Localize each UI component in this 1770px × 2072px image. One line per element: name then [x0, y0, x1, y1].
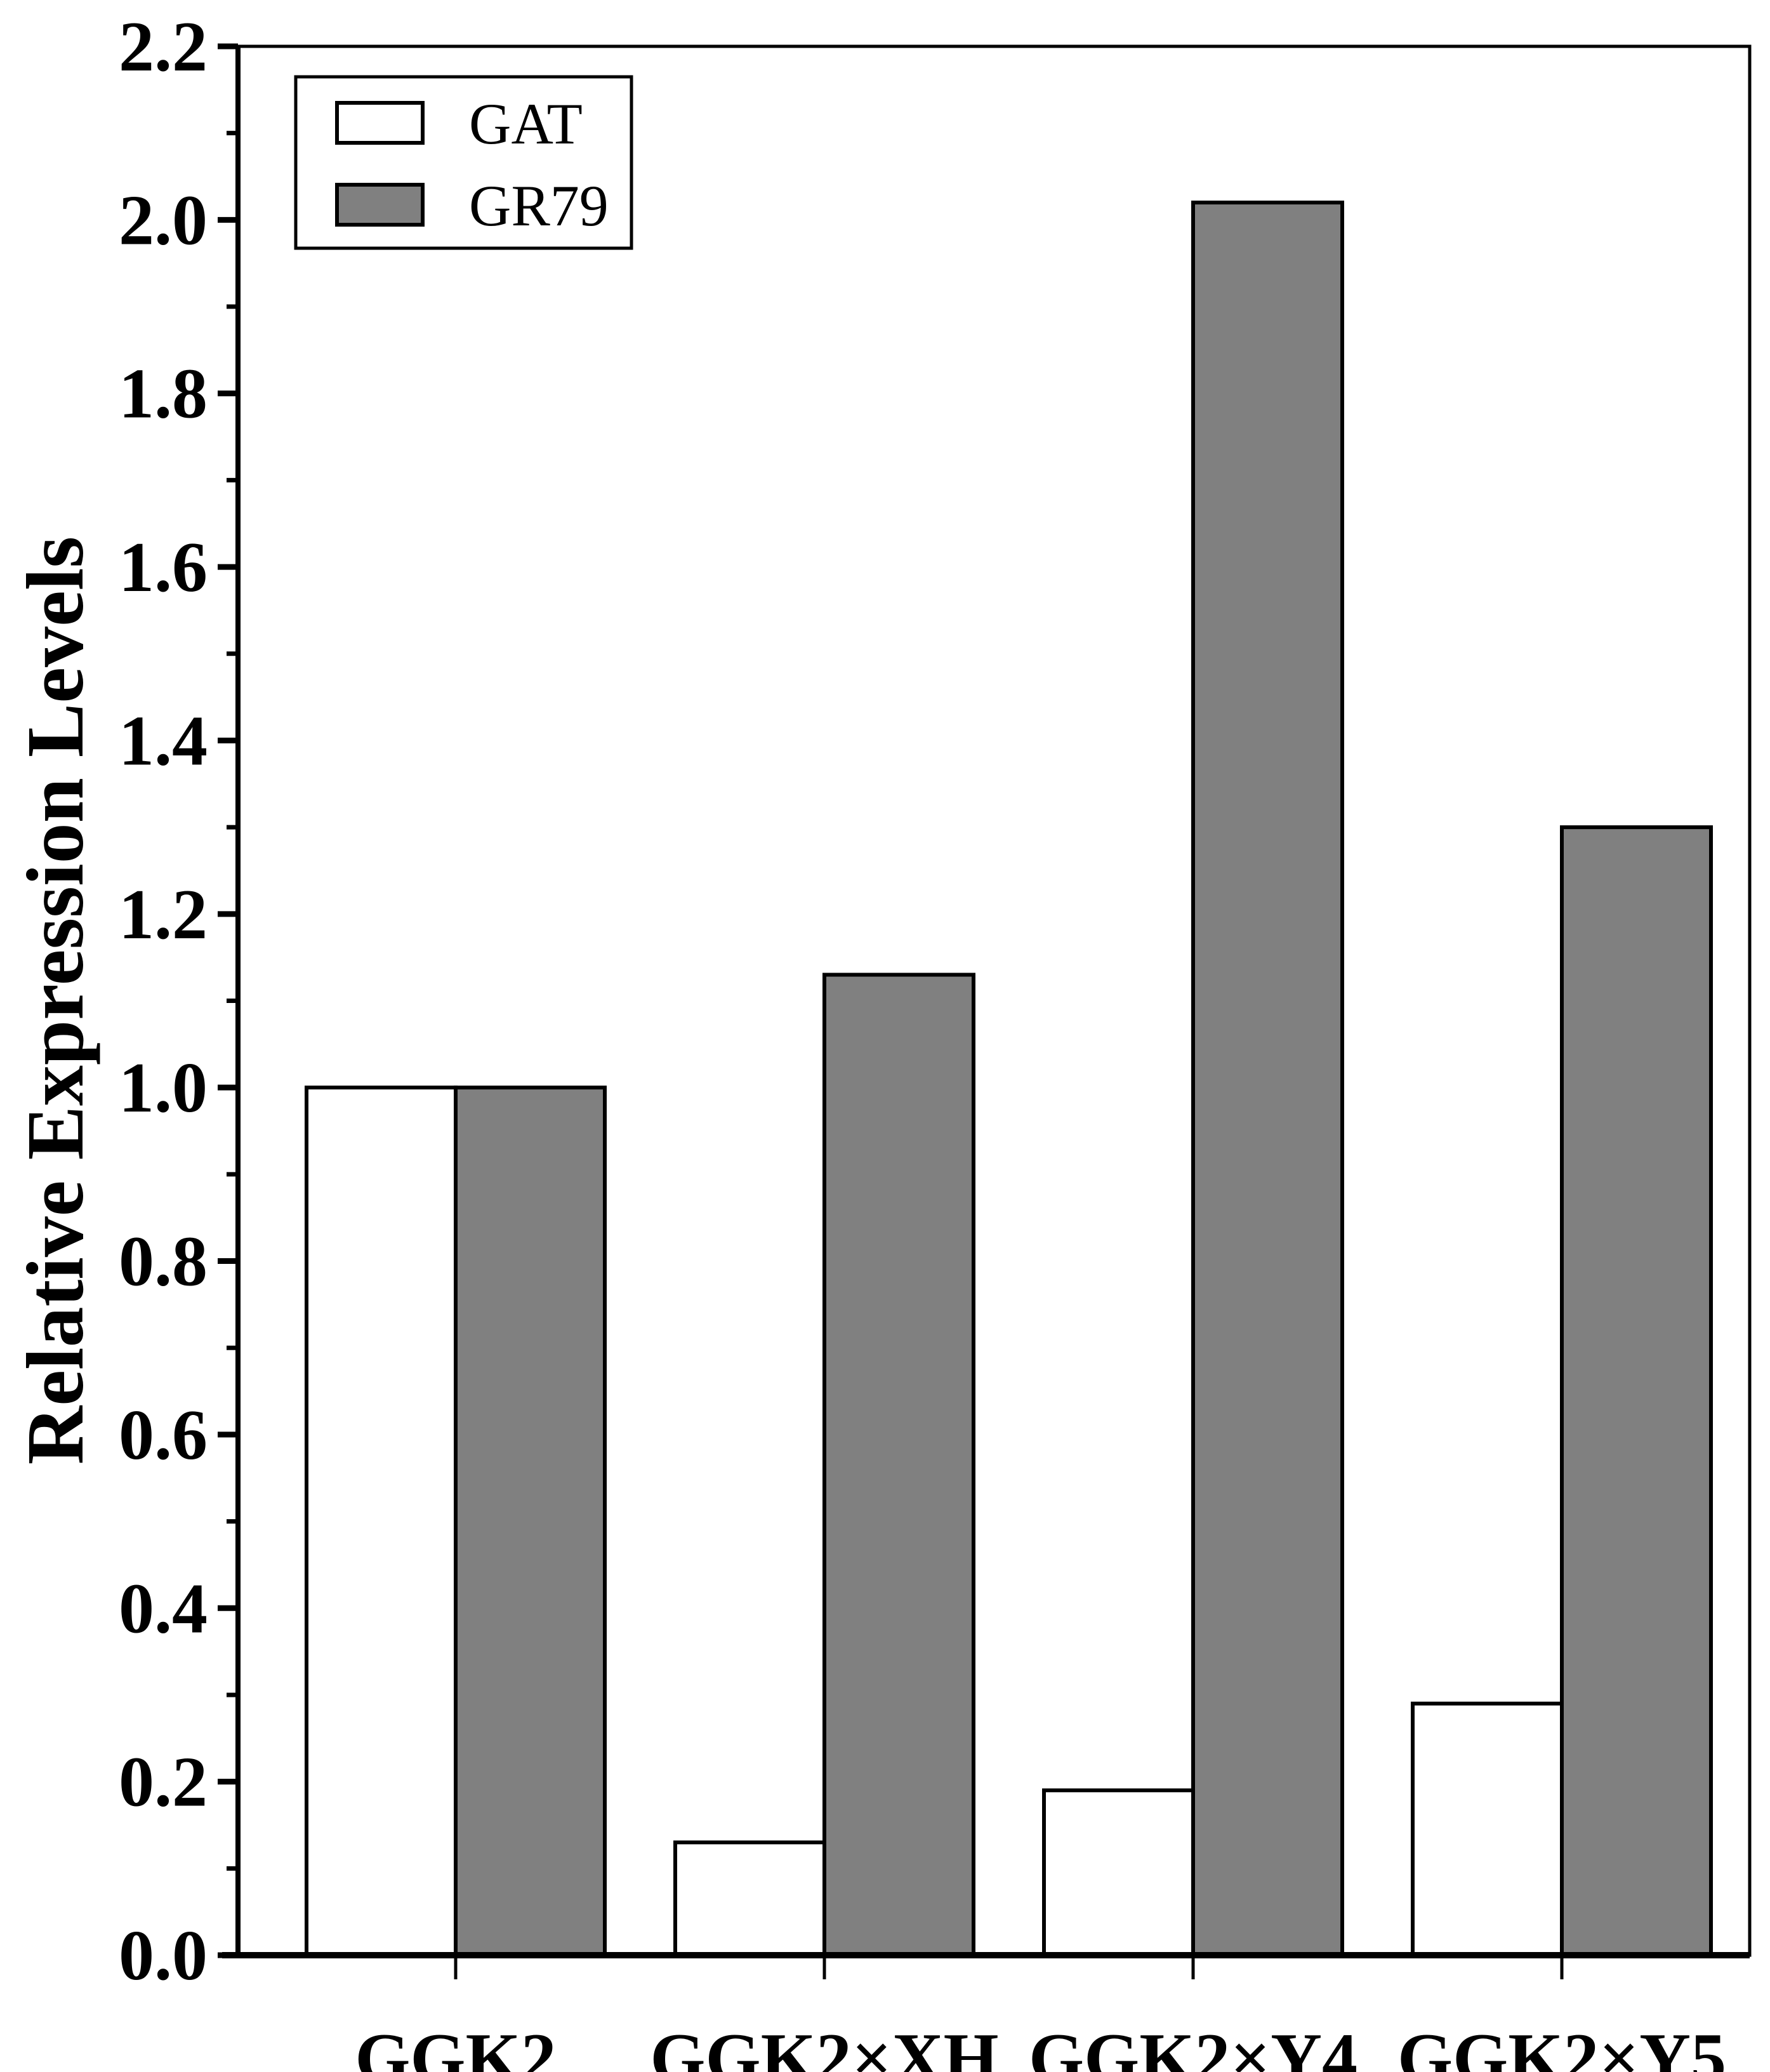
- y-tick-label: 0.0: [119, 1916, 208, 1995]
- bar-gr79-3: [1560, 825, 1713, 1957]
- y-tick-label: 1.2: [119, 875, 208, 954]
- legend: GAT GR79: [294, 75, 633, 250]
- x-tick-label: GGK2: [355, 2019, 556, 2072]
- legend-swatch-gat: [335, 101, 425, 145]
- y-axis-label: Relative Expression Levels: [10, 536, 100, 1464]
- y-tick-label: 2.2: [119, 8, 208, 86]
- y-tick-label: 0.6: [119, 1396, 208, 1475]
- y-tick-label: 2.0: [119, 181, 208, 260]
- x-tick-label: GGK2×Y4: [1029, 2019, 1357, 2072]
- y-tick-label: 0.2: [119, 1743, 208, 1822]
- legend-label-gat: GAT: [469, 91, 583, 156]
- bar-gr79-1: [822, 973, 975, 1957]
- x-tick-label: GGK2×Y5: [1397, 2019, 1726, 2072]
- x-tick-label: GGK2×XH: [650, 2019, 998, 2072]
- bar-gat-1: [673, 1840, 826, 1958]
- bar-gat-0: [305, 1086, 458, 1957]
- y-tick-label: 1.8: [119, 355, 208, 434]
- y-tick-label: 0.8: [119, 1223, 208, 1301]
- bar-gat-2: [1042, 1788, 1195, 1957]
- y-tick-label: 1.0: [119, 1049, 208, 1127]
- legend-swatch-gr79: [335, 183, 425, 227]
- y-tick-label: 0.4: [119, 1569, 208, 1648]
- legend-label-gr79: GR79: [469, 173, 609, 238]
- bar-gr79-0: [454, 1086, 607, 1957]
- bar-gr79-2: [1191, 201, 1344, 1957]
- y-tick-label: 1.4: [119, 701, 208, 780]
- y-tick-label: 1.6: [119, 528, 208, 607]
- bar-gat-3: [1411, 1701, 1564, 1958]
